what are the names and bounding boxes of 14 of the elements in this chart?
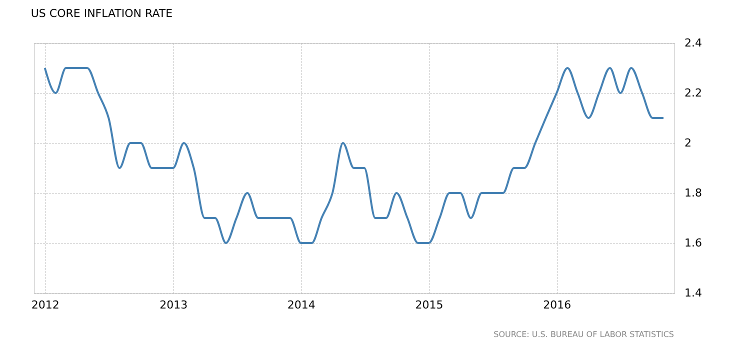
source-note: SOURCE: U.S. BUREAU OF LABOR STATISTICS <box>494 330 674 339</box>
line-series <box>44 67 664 244</box>
y-tick-label: 2 <box>684 136 692 150</box>
x-tick-label: 2016 <box>543 298 572 312</box>
y-tick-label: 1.6 <box>684 236 702 250</box>
x-tick-label: 2013 <box>160 298 188 312</box>
x-tick-label: 2012 <box>31 298 60 312</box>
x-tick-label: 2014 <box>287 298 316 312</box>
y-tick-label: 2.4 <box>684 36 702 50</box>
x-tick-label: 2015 <box>415 298 444 312</box>
y-tick-label: 1.4 <box>684 286 702 300</box>
y-tick-label: 2.2 <box>684 86 702 100</box>
y-tick-label: 1.8 <box>684 186 702 200</box>
chart-title: US CORE INFLATION RATE <box>30 7 173 20</box>
